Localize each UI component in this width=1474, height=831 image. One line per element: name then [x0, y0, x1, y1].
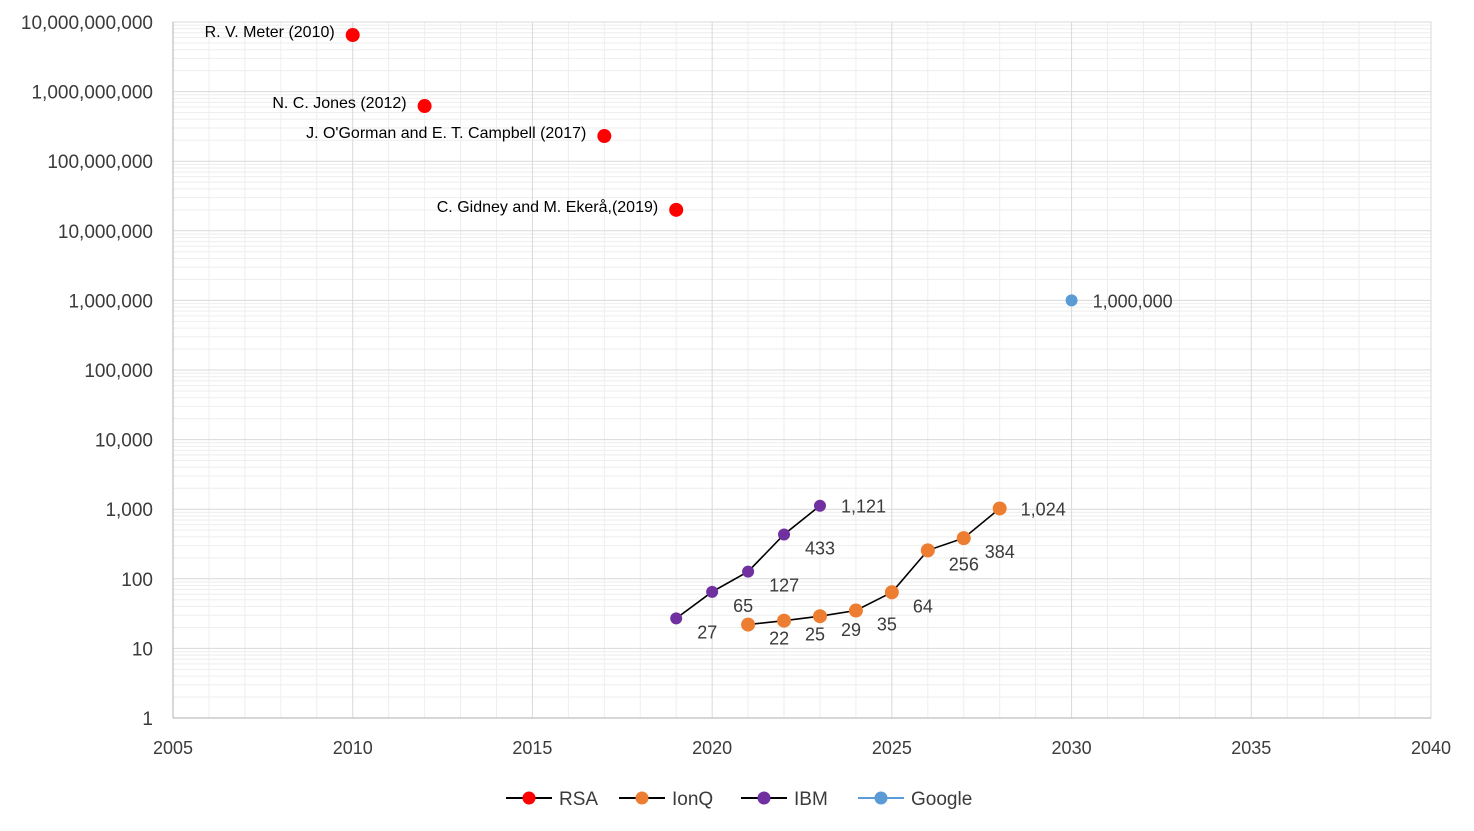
- y-tick-label: 1: [142, 709, 153, 730]
- ibm-point: [813, 499, 826, 512]
- y-tick-label: 10,000: [95, 431, 153, 452]
- ionq-legend-label: IonQ: [672, 789, 713, 810]
- y-tick-label: 1,000,000,000: [31, 83, 153, 104]
- ionq-data-label: 22: [769, 629, 789, 649]
- rsa-point: [597, 129, 612, 144]
- ionq-data-label: 25: [805, 625, 825, 645]
- y-tick-label: 100: [121, 570, 153, 591]
- rsa-legend-marker: [522, 791, 536, 805]
- ionq-data-label: 29: [841, 620, 861, 640]
- data-labels: R. V. Meter (2010) N. C. Jones (2012) J. O…: [205, 24, 1173, 649]
- ionq-point: [741, 617, 756, 632]
- x-tick-label: 2040: [1411, 738, 1451, 758]
- ibm-data-label: 65: [733, 596, 753, 616]
- ionq-legend-marker: [635, 791, 649, 805]
- ionq-point: [884, 585, 899, 600]
- ibm-point: [742, 565, 755, 578]
- rsa-data-label: J. O'Gorman and E. T. Campbell (2017): [306, 125, 586, 142]
- ibm-point: [670, 612, 683, 625]
- x-tick-label: 2035: [1231, 738, 1271, 758]
- y-tick-label: 10,000,000: [58, 222, 153, 243]
- rsa-point: [345, 28, 360, 43]
- legend: RSA IonQ IBM Google: [506, 789, 972, 810]
- ibm-data-label: 433: [805, 539, 835, 559]
- ionq-point: [992, 501, 1007, 516]
- x-tick-label: 2005: [153, 738, 193, 758]
- ionq-point: [777, 613, 792, 628]
- ionq-point: [956, 531, 971, 546]
- ibm-point: [706, 585, 719, 598]
- x-tick-label: 2010: [333, 738, 373, 758]
- ionq-point: [848, 603, 863, 618]
- google-data-label: 1,000,000: [1093, 291, 1173, 311]
- ionq-point: [920, 543, 935, 558]
- ionq-data-label: 64: [913, 596, 933, 616]
- x-tick-label: 2020: [692, 738, 732, 758]
- rsa-point: [669, 202, 684, 217]
- y-tick-label: 10,000,000,000: [21, 13, 153, 34]
- minor-gridlines: [173, 22, 1431, 718]
- ibm-data-label: 1,121: [841, 497, 886, 517]
- ionq-point: [812, 609, 827, 624]
- y-tick-label: 1,000: [105, 500, 153, 521]
- ibm-data-label: 127: [769, 576, 799, 596]
- series-points: [345, 28, 1078, 632]
- ibm-data-label: 27: [697, 622, 717, 642]
- y-tick-label: 100,000: [84, 361, 153, 382]
- x-tick-label: 2015: [512, 738, 552, 758]
- x-tick-label: 2025: [872, 738, 912, 758]
- rsa-data-label: R. V. Meter (2010): [205, 24, 335, 41]
- x-axis-tick-labels: 2005 2010 2015 2020 2025 2030 2035 2040: [153, 738, 1451, 758]
- ionq-data-label: 384: [985, 542, 1015, 562]
- google-legend-label: Google: [911, 789, 972, 810]
- rsa-legend-label: RSA: [559, 789, 598, 810]
- google-point: [1065, 294, 1078, 307]
- y-axis-tick-labels: 1 10 100 1,000 10,000 100,000 1,000,000 10,000,…: [21, 13, 153, 730]
- y-tick-label: 1,000,000: [68, 291, 153, 312]
- rsa-data-label: N. C. Jones (2012): [272, 95, 406, 112]
- ionq-data-label: 1,024: [1021, 499, 1066, 519]
- y-tick-label: 10: [132, 639, 153, 660]
- ibm-legend-label: IBM: [794, 789, 828, 810]
- ibm-legend-marker: [757, 791, 771, 805]
- rsa-data-label: C. Gidney and M. Ekerå,(2019): [437, 198, 658, 216]
- y-tick-label: 100,000,000: [47, 152, 153, 173]
- ionq-data-label: 35: [877, 615, 897, 635]
- google-legend-marker: [874, 791, 888, 805]
- axes: [172, 22, 1431, 719]
- rsa-point: [417, 99, 432, 114]
- ibm-point: [778, 528, 791, 541]
- x-tick-label: 2030: [1052, 738, 1092, 758]
- ionq-data-label: 256: [949, 554, 979, 574]
